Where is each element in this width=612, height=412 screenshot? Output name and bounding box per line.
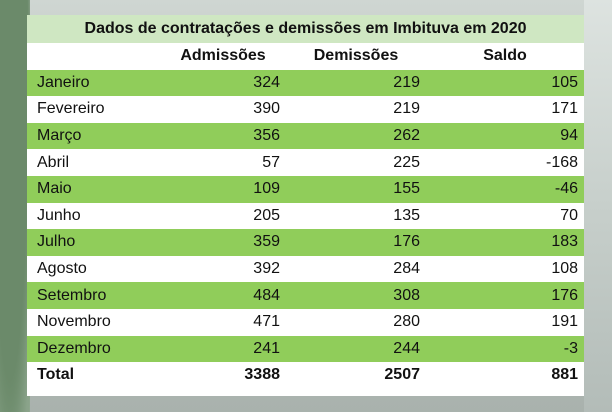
table-title: Dados de contratações e demissões em Imb… (27, 15, 585, 43)
row-saldo-value: 105 (426, 69, 585, 97)
table-row: Março 356 262 94 (27, 122, 585, 150)
row-month-label: Junho (27, 202, 160, 230)
row-admissoes-value: 359 (160, 229, 286, 256)
row-admissoes-value: 205 (160, 202, 286, 230)
row-month-label: Agosto (27, 255, 160, 283)
total-label: Total (27, 362, 160, 389)
table-total-row: Total 3388 2507 881 (27, 362, 585, 389)
header-blank (27, 43, 160, 70)
total-admissoes-value: 3388 (160, 362, 286, 389)
table-row: Janeiro 324 219 105 (27, 69, 585, 97)
row-admissoes-value: 241 (160, 335, 286, 363)
header-saldo: Saldo (426, 43, 585, 70)
row-month-label: Março (27, 122, 160, 150)
table-header-row: Admissões Demissões Saldo (27, 43, 585, 70)
row-month-label: Setembro (27, 282, 160, 309)
row-admissoes-value: 356 (160, 122, 286, 150)
header-admissoes: Admissões (160, 43, 286, 70)
row-saldo-value: -46 (426, 175, 585, 203)
row-saldo-value: 108 (426, 255, 585, 283)
row-saldo-value: 70 (426, 202, 585, 230)
row-demissoes-value: 219 (286, 96, 426, 123)
row-month-label: Julho (27, 229, 160, 256)
total-demissoes-value: 2507 (286, 362, 426, 389)
table-row: Junho 205 135 70 (27, 202, 585, 230)
table-row: Dezembro 241 244 -3 (27, 335, 585, 363)
row-demissoes-value: 308 (286, 282, 426, 309)
row-demissoes-value: 244 (286, 335, 426, 363)
row-demissoes-value: 155 (286, 175, 426, 203)
row-admissoes-value: 484 (160, 282, 286, 309)
row-demissoes-value: 262 (286, 122, 426, 150)
row-saldo-value: 183 (426, 229, 585, 256)
row-demissoes-value: 284 (286, 255, 426, 283)
row-month-label: Fevereiro (27, 96, 160, 123)
table-title-row: Dados de contratações e demissões em Imb… (27, 15, 585, 43)
row-saldo-value: -168 (426, 149, 585, 176)
row-saldo-value: 176 (426, 282, 585, 309)
row-month-label: Maio (27, 175, 160, 203)
header-demissoes: Demissões (286, 43, 426, 70)
row-saldo-value: 191 (426, 308, 585, 336)
row-month-label: Abril (27, 149, 160, 176)
row-admissoes-value: 324 (160, 69, 286, 97)
background-right (584, 0, 612, 412)
row-admissoes-value: 390 (160, 96, 286, 123)
table-row: Agosto 392 284 108 (27, 255, 585, 283)
row-saldo-value: 171 (426, 96, 585, 123)
table-row: Abril 57 225 -168 (27, 149, 585, 176)
row-saldo-value: 94 (426, 122, 585, 150)
table-row: Julho 359 176 183 (27, 229, 585, 256)
hiring-table: Dados de contratações e demissões em Imb… (27, 15, 585, 389)
background-left (0, 0, 30, 412)
row-admissoes-value: 471 (160, 308, 286, 336)
data-table-panel: Dados de contratações e demissões em Imb… (27, 15, 585, 396)
row-demissoes-value: 176 (286, 229, 426, 256)
row-saldo-value: -3 (426, 335, 585, 363)
total-saldo-value: 881 (426, 362, 585, 389)
table-row: Maio 109 155 -46 (27, 175, 585, 203)
row-month-label: Janeiro (27, 69, 160, 97)
table-row: Novembro 471 280 191 (27, 308, 585, 336)
table-row: Fevereiro 390 219 171 (27, 96, 585, 123)
table-row: Setembro 484 308 176 (27, 282, 585, 309)
row-admissoes-value: 109 (160, 175, 286, 203)
row-admissoes-value: 57 (160, 149, 286, 176)
row-demissoes-value: 135 (286, 202, 426, 230)
row-demissoes-value: 225 (286, 149, 426, 176)
row-month-label: Dezembro (27, 335, 160, 363)
row-month-label: Novembro (27, 308, 160, 336)
row-demissoes-value: 219 (286, 69, 426, 97)
row-demissoes-value: 280 (286, 308, 426, 336)
row-admissoes-value: 392 (160, 255, 286, 283)
